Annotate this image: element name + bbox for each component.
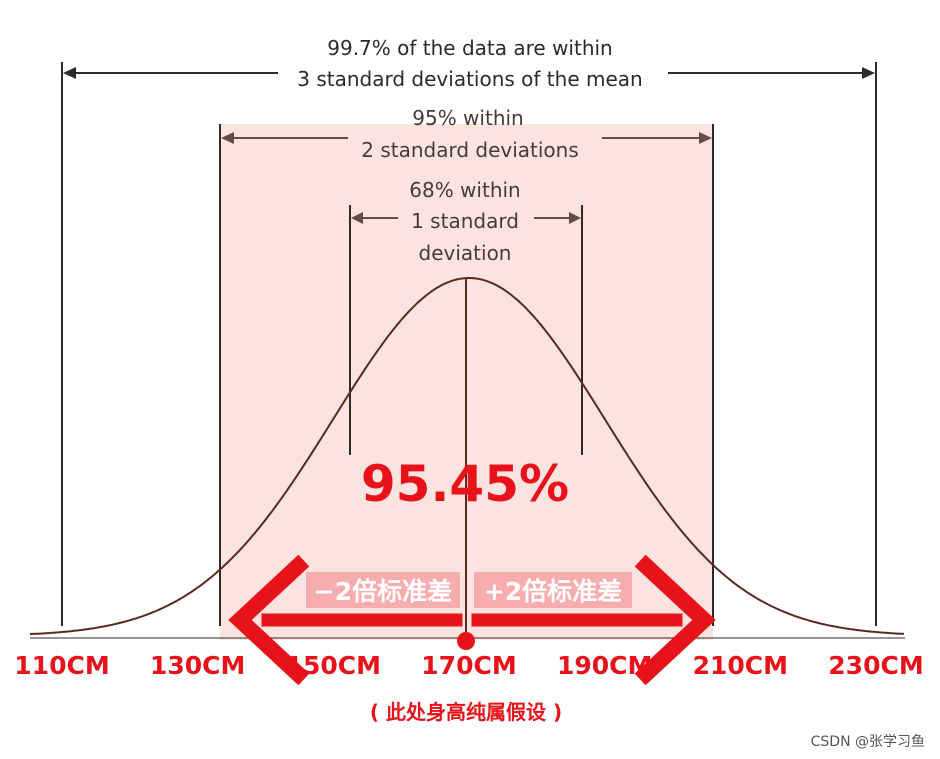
footnote: ( 此处身高纯属假设 ) [370, 700, 562, 724]
x-tick-label-190: 190CM [557, 651, 652, 680]
bell-curve [29, 277, 905, 636]
sd3-arrow [63, 67, 875, 79]
sd3-text-line1: 99.7% of the data are within [327, 36, 612, 60]
x-tick-label-130: 130CM [150, 651, 245, 680]
red-double-arrow [228, 554, 716, 686]
sd1-text-line3: deviation [419, 241, 512, 265]
minus-two-sd-label: −2倍标准差 [314, 577, 452, 606]
x-tick-label-170: 170CM [421, 651, 516, 680]
x-tick-label-210: 210CM [693, 651, 788, 680]
x-tick-labels: 110CM 130CM 150CM 170CM 190CM 210CM 230CM [14, 651, 923, 680]
plus-two-sd-label: +2倍标准差 [484, 577, 622, 606]
watermark: CSDN @张学习鱼 [811, 733, 925, 750]
sd1-text-line2: 1 standard [411, 209, 519, 233]
sd3-text-line2: 3 standard deviations of the mean [297, 67, 642, 91]
sd1-text-line1: 68% within [409, 178, 520, 202]
mean-dot [457, 632, 475, 650]
minus-label-plate [306, 572, 460, 608]
sd2-text-line1: 95% within [412, 106, 523, 130]
sd2-text-line2: 2 standard deviations [361, 138, 579, 162]
plus-label-plate [474, 572, 632, 608]
big-percent-label: 95.45% [361, 455, 569, 513]
x-tick-label-110: 110CM [14, 651, 109, 680]
sd2-arrow [221, 132, 712, 144]
x-tick-label-230: 230CM [828, 651, 923, 680]
x-tick-label-150: 150CM [286, 651, 381, 680]
sd1-arrow [351, 212, 581, 224]
